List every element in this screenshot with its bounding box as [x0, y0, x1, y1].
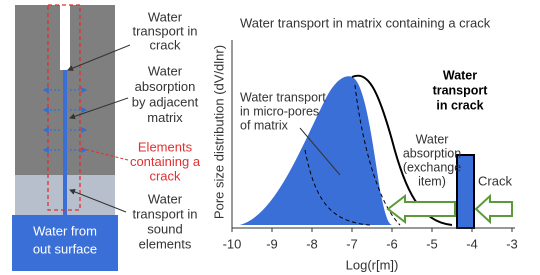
diagram-label: transport in: [132, 23, 197, 38]
annotation: of matrix: [240, 118, 289, 132]
diagram-label: crack: [149, 168, 181, 183]
diagram-label: containing a: [130, 154, 201, 169]
diagram-label: matrix: [147, 110, 183, 125]
annotation: item): [418, 174, 446, 188]
crack-water: [63, 70, 67, 215]
diagram-label: Water: [148, 9, 183, 24]
diagram-label: crack: [149, 37, 181, 52]
x-tick-label: -10: [223, 236, 242, 251]
annotation: Water: [443, 68, 477, 82]
diagram-label: transport in: [132, 206, 197, 221]
x-tick-label: -8: [306, 236, 318, 251]
annotation: in micro-pores: [240, 104, 319, 118]
x-tick-label: -3: [506, 236, 518, 251]
absorption-arrow: [388, 196, 455, 222]
diagram-label: elements: [139, 236, 192, 251]
annotation: Water transport: [240, 90, 326, 104]
annotation: absorption: [403, 146, 461, 160]
x-tick-label: -4: [466, 236, 478, 251]
box-label: Water from: [33, 223, 97, 238]
diagram-label: Elements: [138, 139, 193, 154]
diagram-label: Water: [148, 63, 183, 78]
diagram-label: sound: [147, 221, 182, 236]
x-tick-label: -9: [266, 236, 278, 251]
crack-slot: [60, 5, 70, 70]
page: Water from out surface Watertransport in…: [0, 0, 540, 275]
x-axis-label: Log(r[m]): [346, 257, 399, 272]
box-label: out surface: [33, 241, 97, 256]
chart-title: Water transport in matrix containing a c…: [240, 15, 491, 30]
crack-arrow: [476, 196, 512, 222]
annotation: Crack: [478, 173, 512, 188]
y-axis-label: Pore size distribution (dV/dlnr): [211, 45, 226, 219]
annotation: Water: [416, 132, 449, 146]
annotation: in crack: [436, 98, 483, 112]
annotation: (exchange: [403, 160, 461, 174]
diagram-label: Water: [148, 191, 183, 206]
figure: Water from out surface Watertransport in…: [0, 0, 540, 275]
annotation: transport: [433, 83, 489, 97]
diagram-label: by adjacent: [132, 94, 199, 109]
chart: Water transport in matrix containing a c…: [240, 15, 491, 30]
x-tick-label: -7: [346, 236, 358, 251]
x-tick-label: -5: [426, 236, 438, 251]
diagram-label: absorption: [135, 79, 196, 94]
x-tick-label: -6: [386, 236, 398, 251]
